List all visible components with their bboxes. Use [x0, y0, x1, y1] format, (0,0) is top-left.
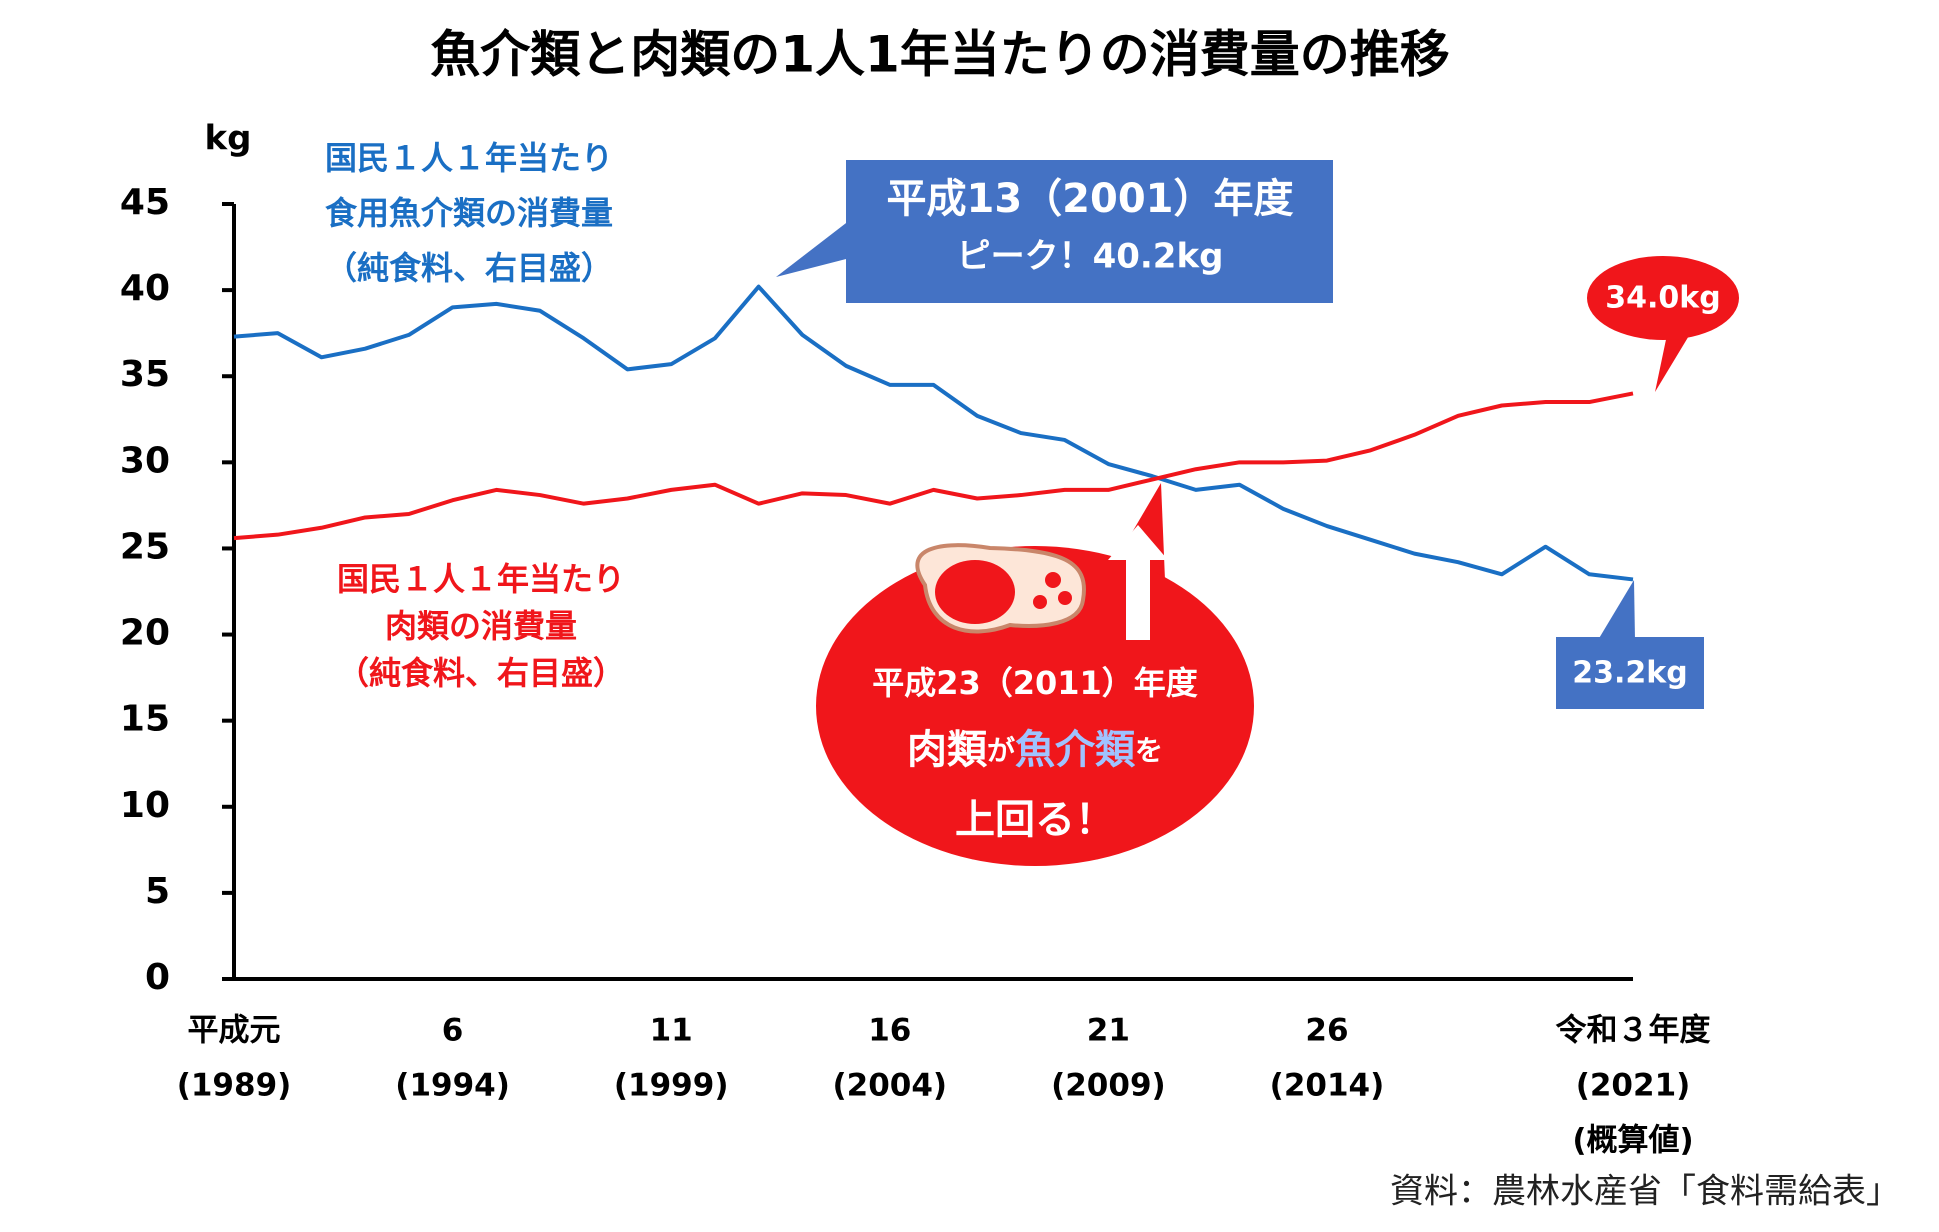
callout-box [846, 160, 1333, 303]
callout-text: ピーク！40.2kg [957, 237, 1224, 277]
y-tick-label: 45 [120, 182, 170, 223]
callout-pointer [1598, 580, 1635, 640]
callout-text: 肉類が魚介類を [907, 727, 1163, 773]
series-label: （純食料、右目盛） [337, 654, 625, 692]
x-tick-label: 6 [442, 1013, 464, 1049]
y-tick-label: 5 [145, 871, 170, 912]
callout-text: 魚介類 [1015, 727, 1136, 773]
meat-icon [915, 525, 1168, 640]
y-tick-label: 35 [120, 354, 170, 395]
callout-text: 平成13（2001）年度 [887, 176, 1294, 222]
x-tick-label: (2009) [1051, 1068, 1166, 1104]
x-tick-label: 11 [650, 1013, 693, 1049]
y-tick-label: 10 [120, 785, 170, 826]
y-tick-label: 40 [120, 268, 170, 309]
end-label: 34.0kg [1605, 281, 1720, 316]
y-tick-label: 0 [145, 957, 170, 998]
x-tick-label: (概算値) [1572, 1123, 1693, 1159]
x-tick-label: (2014) [1270, 1068, 1385, 1104]
series-label: （純食料、右目盛） [325, 249, 613, 287]
callout-box [1556, 637, 1704, 709]
x-tick-label: 平成元 [188, 1013, 281, 1049]
callout-pointer [776, 220, 850, 277]
y-tick-label: 20 [120, 613, 170, 654]
x-tick-label: 令和３年度 [1556, 1013, 1711, 1049]
y-tick-label: 25 [120, 526, 170, 567]
y-unit: kg [205, 119, 252, 159]
series-line [233, 391, 1634, 541]
series-line [233, 284, 1634, 582]
y-tick-label: 15 [120, 699, 170, 740]
x-tick-label: (1994) [395, 1068, 510, 1104]
y-tick-label: 30 [120, 440, 170, 481]
series-label: 食用魚介類の消費量 [325, 194, 613, 232]
source: 資料：農林水産省「食料需給表」 [1390, 1172, 1900, 1212]
series-label: 国民１人１年当たり [337, 560, 625, 598]
callout-text: が [987, 734, 1015, 767]
end-label: 23.2kg [1572, 656, 1687, 691]
x-tick-label: (1999) [614, 1068, 729, 1104]
series-label: 肉類の消費量 [385, 607, 577, 645]
x-tick-label: 16 [868, 1013, 911, 1049]
series-label: 国民１人１年当たり [325, 139, 613, 177]
x-tick-label: (2004) [832, 1068, 947, 1104]
x-tick-label: 21 [1087, 1013, 1130, 1049]
callout-text: を [1135, 734, 1163, 767]
callout-bubble [1587, 256, 1739, 340]
callout-pointer [1655, 330, 1690, 392]
x-tick-label: 26 [1305, 1013, 1348, 1049]
x-tick-label: (1989) [177, 1068, 292, 1104]
x-tick-label: (2021) [1576, 1068, 1691, 1104]
chart-title: 魚介類と肉類の1人1年当たりの消費量の推移 [430, 26, 1450, 84]
callout-text: 平成23（2011）年度 [872, 664, 1198, 702]
callout-text: 上回る！ [955, 797, 1115, 843]
callout-text: 肉類 [907, 727, 988, 773]
